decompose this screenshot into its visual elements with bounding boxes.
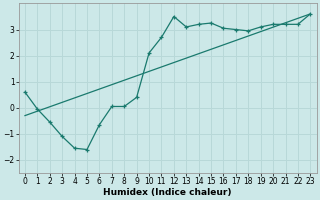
X-axis label: Humidex (Indice chaleur): Humidex (Indice chaleur) (103, 188, 232, 197)
